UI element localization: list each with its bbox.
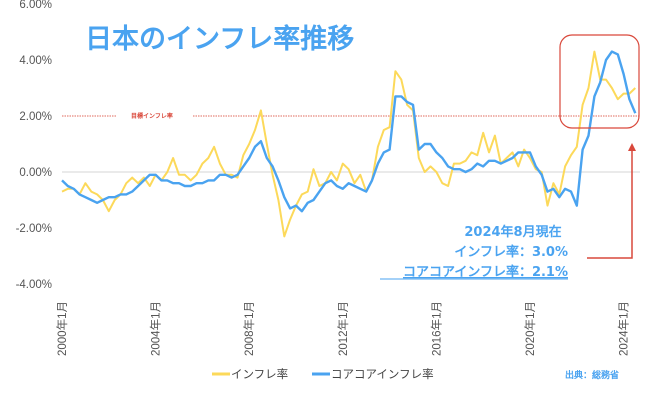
x-tick-label: 2024年1月 [617,301,631,356]
legend-label-headline: インフレ率 [231,367,288,381]
y-tick-label: 6.00% [19,0,52,11]
annotation-as-of: 2024年8月現在 [464,224,561,240]
series-line-headline [61,50,636,238]
y-tick-label: -4.00% [16,279,52,291]
x-tick-label: 2012年1月 [336,301,350,356]
arrow-head-icon [628,143,636,151]
series-line-core [61,50,637,213]
chart-title: 日本のインフレ率推移 [85,23,354,55]
highlight-box [559,34,640,129]
y-tick-label: -2.00% [16,223,52,235]
x-tick-label: 2008年1月 [242,301,256,356]
x-tick-label: 2004年1月 [149,301,163,356]
source-note: 出典：総務省 [565,369,619,381]
x-tick-label: 2020年1月 [523,301,537,356]
x-tick-label: 2016年1月 [429,301,443,356]
x-tick-label: 2000年1月 [55,301,69,356]
arrow-line [587,150,633,259]
annotation-core: コアコアインフレ率：2.1% [403,264,568,280]
target-line-label: 目標インフレ率 [131,112,173,120]
y-tick-label: 4.00% [19,55,52,67]
annotation-headline: インフレ率：3.0% [454,244,568,260]
y-tick-label: 2.00% [19,111,52,123]
y-tick-label: 0.00% [19,167,52,179]
legend: インフレ率 コアコアインフレ率 [212,367,434,381]
legend-label-core: コアコアインフレ率 [331,367,434,381]
